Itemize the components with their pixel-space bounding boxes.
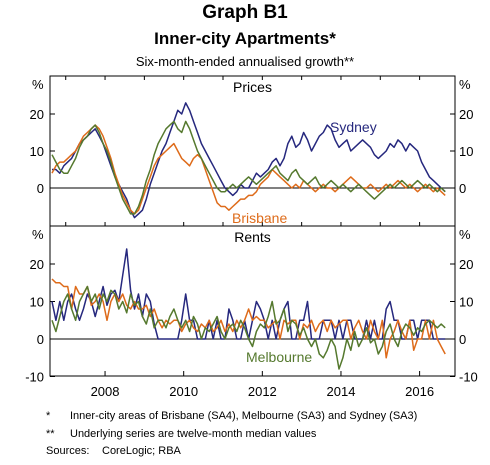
rents-y-unit-right: % <box>459 227 471 242</box>
sources-line: Sources: CoreLogic; RBA <box>46 443 417 461</box>
rents-y-label-left--10: -10 <box>25 370 44 385</box>
chart-subtitle: Six-month-ended annualised growth** <box>135 54 355 69</box>
prices-y-label-right-10: 10 <box>459 144 473 159</box>
x-tick-label-2008: 2008 <box>91 384 120 399</box>
prices-series-brisbane <box>51 124 446 215</box>
rents-y-label-left-10: 10 <box>30 295 44 310</box>
footnote-2: ** Underlying series are twelve-month med… <box>46 426 417 444</box>
prices-y-label-left-20: 20 <box>30 107 44 122</box>
prices-label-sydney: Sydney <box>330 119 377 135</box>
rents-series-brisbane <box>51 278 446 359</box>
x-tick-label-2014: 2014 <box>327 384 356 399</box>
x-tick-label-2010: 2010 <box>169 384 198 399</box>
prices-y-unit-right: % <box>459 77 471 92</box>
rents-y-label-right-0: 0 <box>459 332 466 347</box>
rents-y-label-left-20: 20 <box>30 257 44 272</box>
rents-series-sydney <box>51 248 446 340</box>
rents-y-label-right-20: 20 <box>459 257 473 272</box>
x-tick-label-2016: 2016 <box>405 384 434 399</box>
prices-y-label-left-10: 10 <box>30 144 44 159</box>
prices-y-label-left-0: 0 <box>37 181 44 196</box>
rents-label-melbourne: Melbourne <box>246 349 312 365</box>
footnotes: * Inner-city areas of Brisbane (SA4), Mel… <box>46 408 417 461</box>
rents-panel-title: Rents <box>234 229 271 245</box>
footnote-1-key: * <box>46 410 51 422</box>
graph-number: Graph B1 <box>202 2 288 23</box>
rents-y-label-right-10: 10 <box>459 295 473 310</box>
prices-series-melbourne <box>51 120 446 215</box>
footnote-2-text: Underlying series are twelve-month media… <box>70 427 317 440</box>
prices-panel-title: Prices <box>233 79 272 95</box>
footnote-1: * Inner-city areas of Brisbane (SA4), Mel… <box>46 408 417 426</box>
footnote-1-text: Inner-city areas of Brisbane (SA4), Melb… <box>70 410 418 422</box>
sources-text: CoreLogic; RBA <box>102 445 181 457</box>
prices-label-brisbane: Brisbane <box>232 210 287 226</box>
rents-y-unit-left: % <box>32 227 44 242</box>
rents-series-melbourne <box>51 285 446 370</box>
rents-y-label-left-0: 0 <box>37 332 44 347</box>
prices-y-label-right-0: 0 <box>459 181 466 196</box>
rents-y-label-right--10: -10 <box>459 370 478 385</box>
prices-y-unit-left: % <box>32 77 44 92</box>
footnote-2-key: ** <box>46 427 55 440</box>
x-tick-label-2012: 2012 <box>248 384 277 399</box>
sources-label: Sources: <box>46 445 90 457</box>
chart-title: Inner-city Apartments* <box>154 29 336 48</box>
prices-y-label-right-20: 20 <box>459 107 473 122</box>
